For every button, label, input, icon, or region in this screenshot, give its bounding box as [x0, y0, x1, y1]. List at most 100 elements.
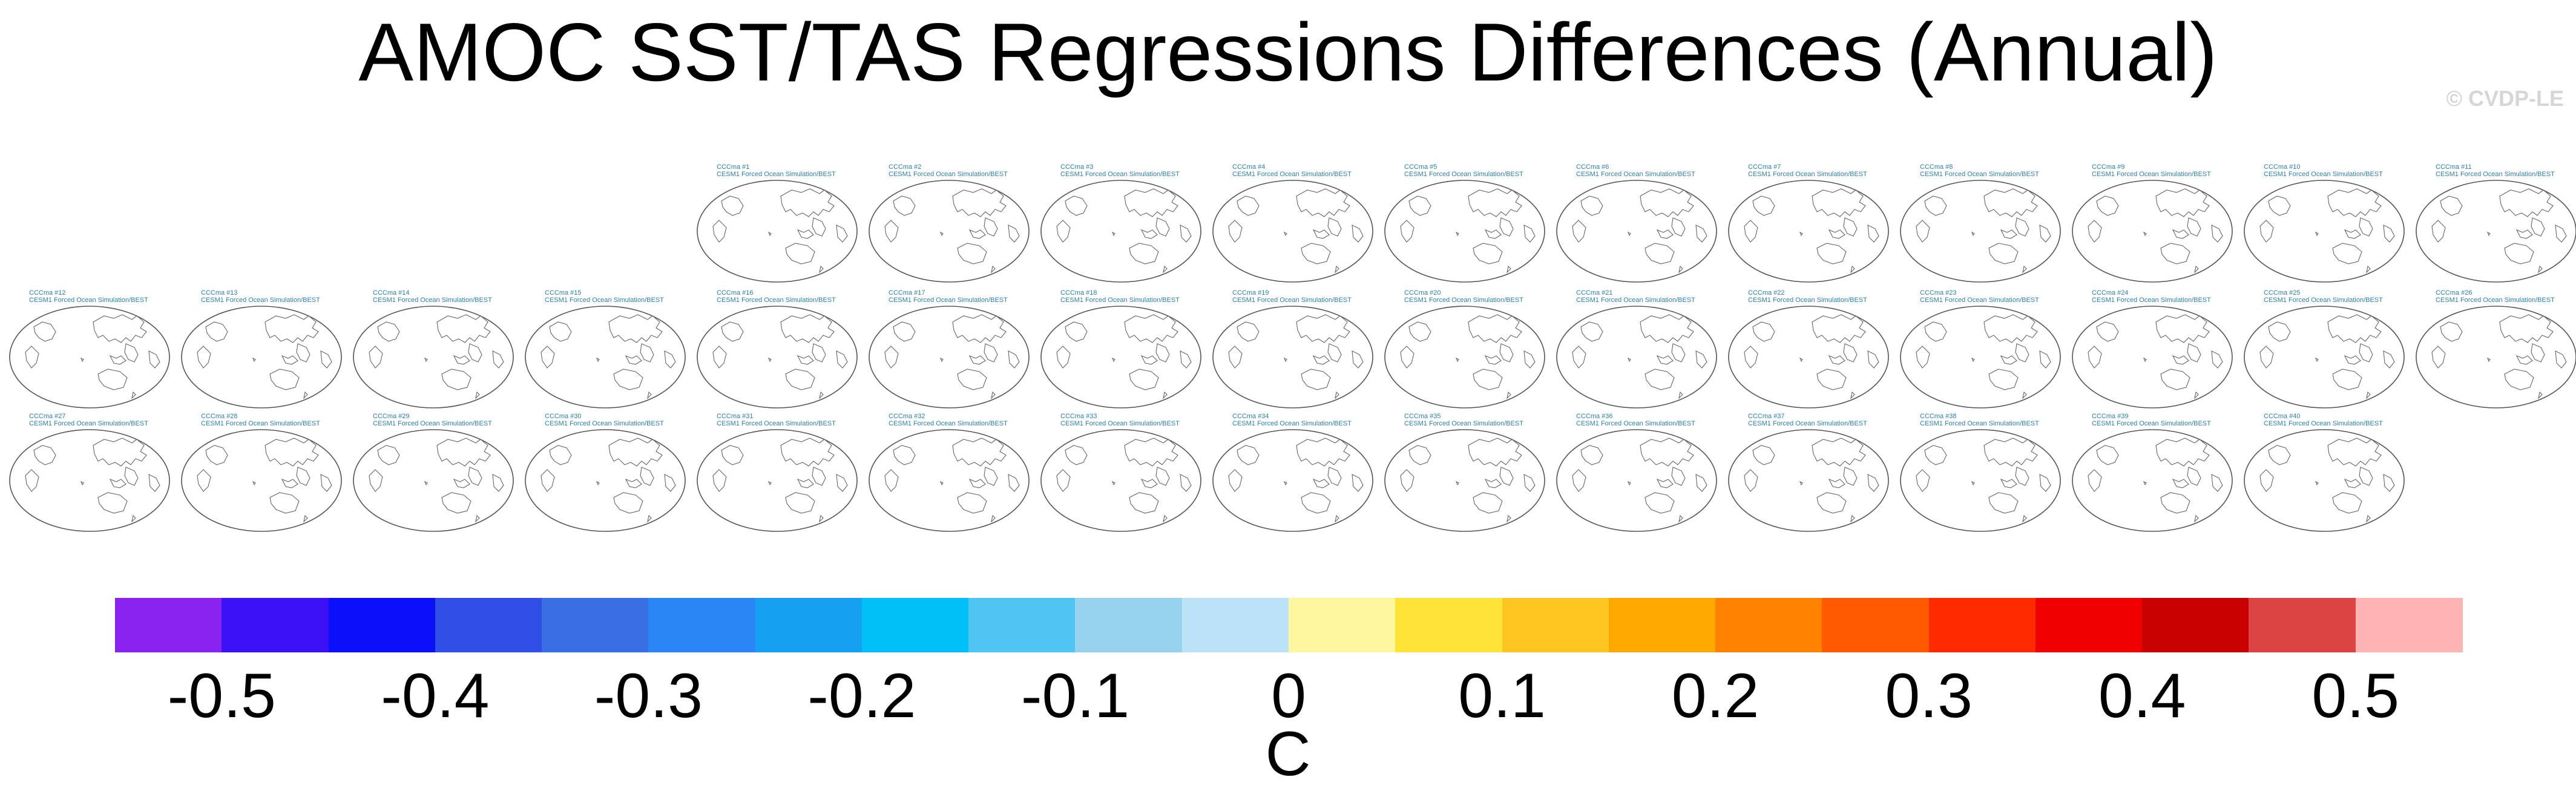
- coastline: [1627, 480, 1631, 486]
- coastline: [1843, 467, 1858, 486]
- coastline: [1056, 220, 1071, 243]
- coastline: [1983, 188, 2038, 217]
- coastline: [2194, 514, 2199, 523]
- coastline: [812, 467, 826, 486]
- coastline: [2431, 220, 2446, 243]
- coastline: [1301, 492, 1331, 514]
- coastline: [2143, 480, 2147, 486]
- coastline: [2538, 265, 2543, 274]
- watermark: © CVDP-LE: [2446, 86, 2564, 111]
- coastline: [1744, 346, 1758, 369]
- map-panel: CCCma #21 CESM1 Forced Ocean Simulation/B…: [1554, 289, 1719, 410]
- coastline: [785, 492, 815, 514]
- coastline: [1163, 514, 1168, 523]
- coastline: [197, 469, 211, 492]
- coastline: [25, 346, 39, 369]
- coastline: [1799, 231, 1803, 237]
- coastline: [957, 369, 987, 390]
- coastline: [1327, 217, 1342, 237]
- colorbar-tick-label: -0.5: [167, 661, 276, 731]
- coastline: [991, 391, 996, 399]
- coastline: [2515, 229, 2533, 239]
- coastline: [797, 355, 814, 365]
- coastline: [1237, 445, 1260, 465]
- coastline: [1644, 369, 1675, 390]
- coastline: [2015, 217, 2029, 237]
- map-boundary: [1556, 180, 1717, 283]
- coastline: [1812, 188, 1866, 217]
- coastline: [1124, 438, 1178, 467]
- map-boundary: [353, 306, 514, 408]
- coastline: [1656, 229, 1674, 239]
- coastline: [80, 480, 84, 486]
- coastline: [2022, 391, 2027, 399]
- coastline: [1352, 225, 1364, 243]
- coastline: [2268, 321, 2291, 342]
- globe-map: [1040, 306, 1201, 408]
- coastline: [1129, 492, 1159, 514]
- map-panel: CCCma #28 CESM1 Forced Ocean Simulation/B…: [179, 413, 344, 534]
- map-panel: CCCma #15 CESM1 Forced Ocean Simulation/B…: [523, 289, 688, 410]
- panel-subtitle: CESM1 Forced Ocean Simulation/BEST: [2092, 297, 2211, 304]
- coastline: [1499, 217, 1514, 237]
- colorbar-tick-label: 0.5: [2312, 661, 2399, 731]
- coastline: [721, 321, 744, 342]
- coastline: [1468, 188, 1522, 217]
- panel-title: CCCma #7: [1748, 163, 1781, 171]
- coastline: [893, 445, 916, 465]
- panel-subtitle: CESM1 Forced Ocean Simulation/BEST: [1060, 420, 1180, 427]
- globe-map: [1384, 180, 1545, 283]
- coastline: [812, 217, 826, 237]
- colorbar-box: [861, 598, 969, 652]
- panel-title: CCCma #31: [717, 413, 754, 420]
- coastline: [2211, 350, 2223, 369]
- map-panel: CCCma #8 CESM1 Forced Ocean Simulation/BE…: [1898, 163, 2063, 284]
- coastline: [1816, 243, 1847, 264]
- panel-title: CCCma #28: [201, 413, 238, 420]
- coastline: [97, 369, 128, 390]
- coastline: [884, 220, 899, 243]
- coastline: [608, 314, 663, 343]
- coastline: [1283, 231, 1287, 237]
- colorbar-box: [2035, 598, 2143, 652]
- panel-title: CCCma #4: [1232, 163, 1266, 171]
- coastline: [1812, 314, 1866, 343]
- coastline: [1180, 474, 1192, 492]
- coastline: [2359, 467, 2373, 486]
- map-panel: CCCma #40 CESM1 Forced Ocean Simulation/B…: [2242, 413, 2407, 534]
- panel-subtitle: CESM1 Forced Ocean Simulation/BEST: [1404, 297, 1523, 304]
- coastline: [1580, 445, 1603, 465]
- map-boundary: [1728, 429, 1889, 532]
- globe-map: [697, 429, 858, 532]
- coastline: [1296, 314, 1350, 343]
- coastline: [2332, 492, 2362, 514]
- coastline: [2440, 321, 2463, 342]
- panel-title: CCCma #10: [2264, 163, 2301, 171]
- coastline: [1468, 314, 1522, 343]
- coastline: [1916, 469, 1930, 492]
- colorbar-box: [1715, 598, 1822, 652]
- coastline: [2211, 225, 2223, 243]
- map-panel: CCCma #20 CESM1 Forced Ocean Simulation/B…: [1382, 289, 1547, 410]
- globe-map: [1212, 306, 1373, 408]
- coastline: [1155, 217, 1170, 237]
- map-boundary: [1728, 306, 1889, 408]
- map-boundary: [1900, 429, 2061, 532]
- coastline: [2096, 321, 2119, 342]
- coastline: [1644, 492, 1675, 514]
- coastline: [2194, 265, 2199, 274]
- coastline: [1816, 369, 1847, 390]
- map-boundary: [181, 306, 342, 408]
- coastline: [884, 469, 899, 492]
- coastline: [540, 346, 555, 369]
- coastline: [1678, 514, 1683, 523]
- coastline: [2383, 474, 2395, 492]
- coastline: [1065, 195, 1088, 216]
- map-panel: CCCma #1 CESM1 Forced Ocean Simulation/BE…: [695, 163, 859, 284]
- coastline: [2088, 220, 2102, 243]
- colorbar-box: [328, 598, 436, 652]
- coastline: [1695, 225, 1707, 243]
- coastline: [2344, 355, 2361, 365]
- coastline: [1163, 391, 1168, 399]
- globe-map: [2244, 180, 2405, 283]
